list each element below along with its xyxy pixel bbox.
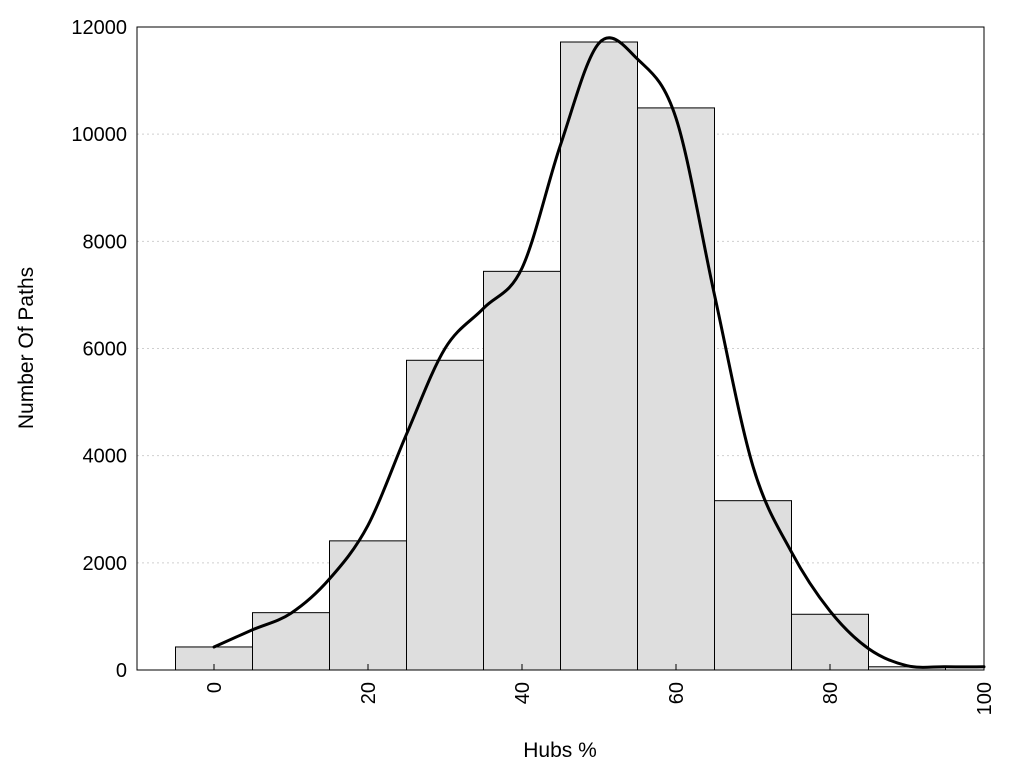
plot-frame (136, 26, 985, 671)
y-tick-label: 4000 (83, 446, 128, 468)
x-tick-labels: 0 20 40 60 80 100 (204, 664, 996, 715)
bars (175, 41, 946, 671)
y-tick-label: 10000 (71, 124, 127, 146)
x-tick-label: 60 (666, 682, 688, 704)
histogram-bar (560, 41, 638, 671)
x-axis-title: Hubs % (523, 739, 597, 762)
x-tick-label: 0 (204, 682, 226, 693)
x-tick-label: 100 (974, 682, 996, 715)
y-tick-label: 8000 (83, 231, 128, 253)
y-tick-label: 6000 (83, 339, 128, 361)
x-tick-label: 40 (512, 682, 534, 704)
histogram-bar (252, 612, 330, 671)
histogram-bar (637, 107, 715, 671)
gridlines (137, 133, 984, 564)
histogram-bar (714, 500, 792, 671)
y-tick-label: 12000 (71, 17, 127, 39)
y-tick-label: 2000 (83, 553, 128, 575)
histogram-bar (329, 540, 407, 671)
histogram-bar (791, 613, 869, 671)
histogram-bar (406, 359, 484, 671)
histogram-bar (483, 270, 561, 671)
density-curve (212, 36, 986, 669)
y-tick-label: 0 (116, 660, 127, 682)
y-axis-title: Number Of Paths (15, 267, 38, 429)
x-tick-label: 20 (358, 682, 380, 704)
y-tick-labels: 0 2000 4000 6000 8000 10000 12000 (71, 17, 127, 682)
x-tick-label: 80 (820, 682, 842, 704)
